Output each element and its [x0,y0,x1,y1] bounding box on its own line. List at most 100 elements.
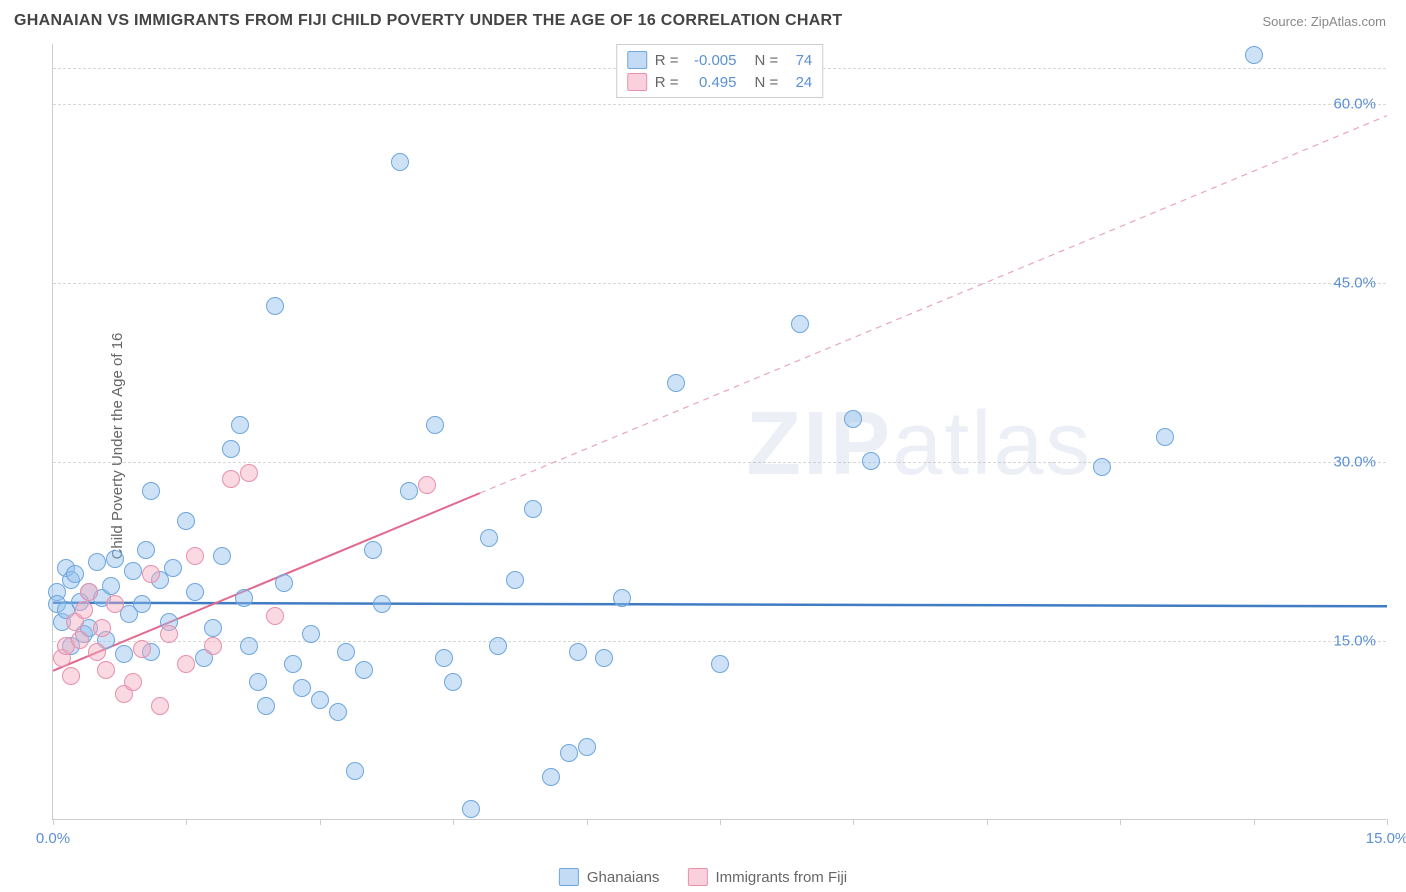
data-point [311,691,329,709]
legend-n-value: 24 [786,74,812,91]
legend-row: R =-0.005N =74 [627,49,813,71]
data-point [435,649,453,667]
data-point [186,547,204,565]
chart-title: GHANAIAN VS IMMIGRANTS FROM FIJI CHILD P… [14,12,843,30]
data-point [355,661,373,679]
data-point [231,416,249,434]
data-point [160,625,178,643]
data-point [142,482,160,500]
legend-r-label: R = [655,74,679,91]
data-point [400,482,418,500]
data-point [329,703,347,721]
data-point [71,631,89,649]
data-point [249,673,267,691]
data-point [142,565,160,583]
data-point [418,476,436,494]
data-point [391,153,409,171]
data-point [560,744,578,762]
data-point [844,410,862,428]
data-point [222,440,240,458]
gridline [53,104,1386,105]
data-point [106,595,124,613]
data-point [373,595,391,613]
data-point [235,589,253,607]
data-point [524,500,542,518]
data-point [133,640,151,658]
data-point [1093,458,1111,476]
data-point [569,643,587,661]
x-tick [853,819,854,825]
correlation-legend: R =-0.005N =74R =0.495N =24 [616,44,824,98]
data-point [124,562,142,580]
data-point [62,667,80,685]
data-point [177,512,195,530]
source-attribution: Source: ZipAtlas.com [1262,14,1386,29]
data-point [75,601,93,619]
series-legend: GhanaiansImmigrants from Fiji [559,868,847,886]
data-point [337,643,355,661]
data-point [444,673,462,691]
gridline [53,462,1386,463]
data-point [97,661,115,679]
data-point [88,553,106,571]
data-point [88,643,106,661]
x-tick [1254,819,1255,825]
data-point [346,762,364,780]
data-point [186,583,204,601]
data-point [204,637,222,655]
x-tick [53,819,54,825]
data-point [151,697,169,715]
trend-lines [53,44,1387,820]
data-point [791,315,809,333]
data-point [302,625,320,643]
data-point [613,589,631,607]
data-point [124,673,142,691]
x-tick [453,819,454,825]
y-tick-label: 30.0% [1333,453,1376,470]
data-point [106,550,124,568]
legend-label: Ghanaians [587,869,660,886]
data-point [578,738,596,756]
data-point [102,577,120,595]
data-point [667,374,685,392]
data-point [266,297,284,315]
data-point [240,637,258,655]
watermark: ZIPatlas [746,393,1092,496]
data-point [506,571,524,589]
data-point [284,655,302,673]
data-point [266,607,284,625]
data-point [133,595,151,613]
data-point [426,416,444,434]
legend-n-label: N = [755,74,779,91]
data-point [542,768,560,786]
x-tick [320,819,321,825]
data-point [595,649,613,667]
x-tick [1387,819,1388,825]
data-point [115,645,133,663]
data-point [177,655,195,673]
legend-swatch [627,51,647,69]
data-point [213,547,231,565]
x-tick-label: 15.0% [1366,830,1406,847]
data-point [66,565,84,583]
legend-n-label: N = [755,52,779,69]
legend-r-value: -0.005 [687,52,737,69]
data-point [489,637,507,655]
legend-item: Ghanaians [559,868,660,886]
data-point [204,619,222,637]
x-tick [1120,819,1121,825]
data-point [240,464,258,482]
data-point [222,470,240,488]
legend-r-value: 0.495 [687,74,737,91]
legend-row: R = 0.495 N = 24 [627,71,813,93]
legend-swatch [627,73,647,91]
x-tick [720,819,721,825]
gridline [53,283,1386,284]
x-tick [987,819,988,825]
data-point [862,452,880,470]
data-point [480,529,498,547]
scatter-plot: ZIPatlas R =-0.005N =74R =0.495N =24 15.… [52,44,1386,820]
data-point [711,655,729,673]
legend-r-label: R = [655,52,679,69]
legend-swatch [559,868,579,886]
